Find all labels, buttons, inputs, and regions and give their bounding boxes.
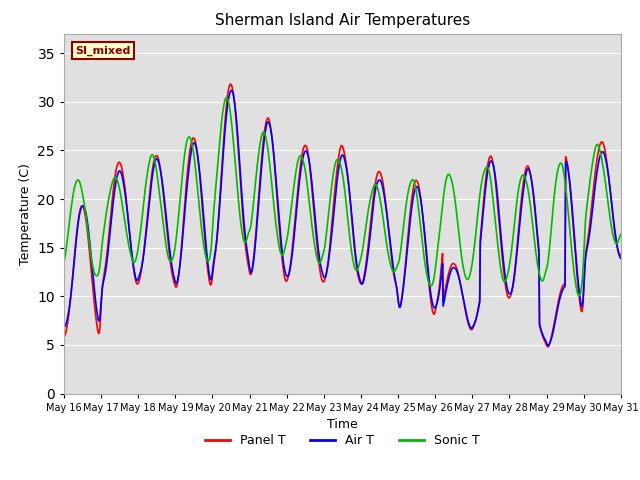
Sonic T [590, 151, 598, 156]
Sonic T [163, 250, 171, 256]
X-axis label: Time: Time [327, 418, 358, 431]
Panel T [163, 231, 171, 237]
Panel T [544, 344, 552, 350]
Sonic T [223, 95, 230, 100]
Panel T [60, 334, 68, 339]
Panel T [227, 81, 234, 87]
Sonic T [292, 171, 300, 177]
Panel T [617, 252, 625, 258]
Panel T [292, 210, 300, 216]
Sonic T [60, 258, 68, 264]
Legend: Panel T, Air T, Sonic T: Panel T, Air T, Sonic T [200, 429, 485, 452]
Air T [388, 260, 396, 265]
Sonic T [388, 268, 396, 274]
Air T [617, 255, 625, 261]
Air T [87, 249, 95, 254]
Air T [163, 225, 171, 231]
Air T [227, 87, 235, 93]
Panel T [590, 180, 598, 185]
Air T [292, 217, 300, 223]
Sonic T [575, 293, 583, 299]
Line: Air T: Air T [64, 90, 621, 346]
Text: SI_mixed: SI_mixed [75, 46, 131, 56]
Y-axis label: Temperature (C): Temperature (C) [19, 163, 32, 264]
Panel T [388, 264, 396, 270]
Air T [599, 149, 607, 155]
Air T [590, 192, 598, 198]
Panel T [87, 262, 95, 268]
Sonic T [617, 231, 625, 237]
Panel T [599, 140, 607, 145]
Air T [60, 324, 68, 330]
Line: Sonic T: Sonic T [64, 97, 621, 296]
Sonic T [87, 251, 95, 256]
Sonic T [599, 162, 607, 168]
Line: Panel T: Panel T [64, 84, 621, 347]
Title: Sherman Island Air Temperatures: Sherman Island Air Temperatures [215, 13, 470, 28]
Air T [545, 343, 552, 348]
